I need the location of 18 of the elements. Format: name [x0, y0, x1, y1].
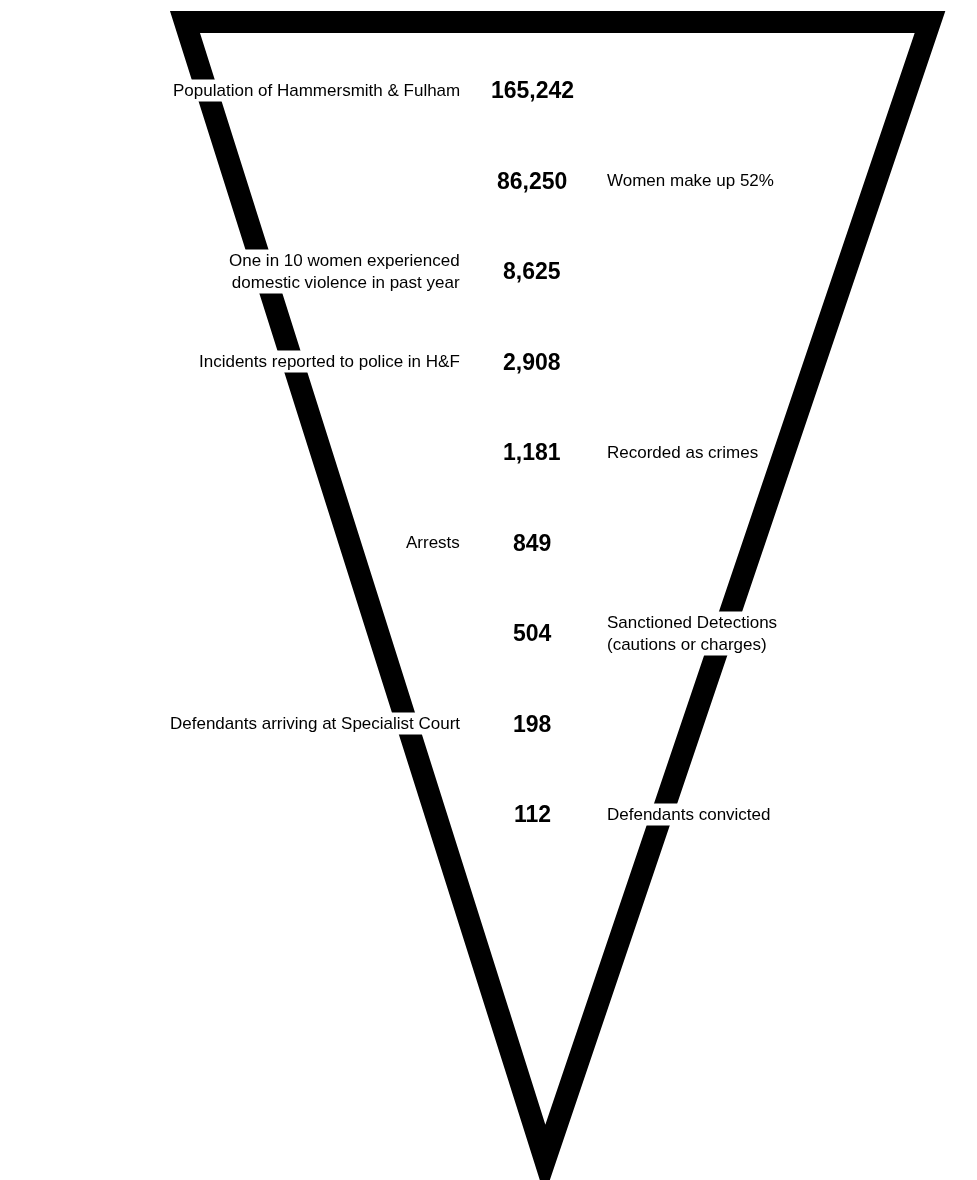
category-label: Recorded as crimes: [607, 443, 759, 462]
data-label: 112: [514, 801, 552, 827]
category-label: Women make up 52%: [607, 171, 774, 190]
category-label: Incidents reported to police in H&F: [199, 352, 460, 371]
category-label: Arrests: [406, 533, 460, 552]
category-label: Sanctioned Detections (cautions or charges): [607, 613, 778, 655]
data-label: 198: [513, 711, 552, 737]
category-label: Population of Hammersmith & Fulham: [173, 81, 461, 100]
data-label: 8,625: [503, 258, 561, 284]
data-label: 165,242: [491, 77, 575, 103]
data-label: 504: [513, 620, 552, 646]
category-label: Defendants convicted: [607, 805, 771, 824]
data-label: 2,908: [503, 349, 561, 375]
data-label: 1,181: [503, 439, 561, 465]
category-label: Defendants arriving at Specialist Court: [170, 714, 461, 733]
category-label: One in 10 women experienced domestic violence in past year: [229, 251, 460, 293]
data-label: 86,250: [497, 168, 568, 194]
data-label: 849: [513, 530, 552, 556]
